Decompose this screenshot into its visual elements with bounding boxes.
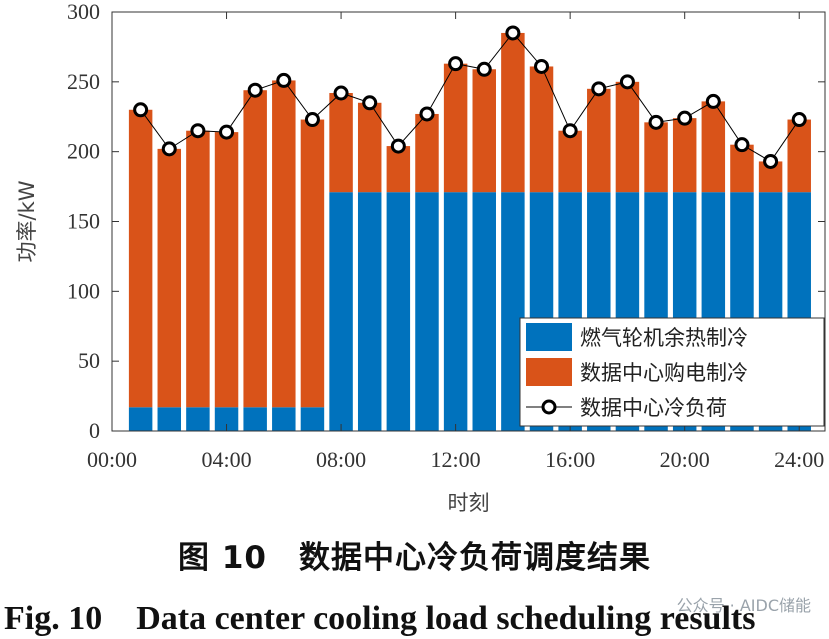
bar-grid-electric-cooling xyxy=(329,93,353,193)
bar-grid-electric-cooling xyxy=(501,32,525,193)
bar-grid-electric-cooling xyxy=(529,66,554,193)
cooling-load-marker xyxy=(333,85,349,101)
bar-grid-electric-cooling xyxy=(357,102,382,193)
cooling-load-marker xyxy=(161,141,177,157)
cooling-load-marker xyxy=(534,58,550,74)
cooling-load-marker xyxy=(419,106,435,122)
bar-gas-turbine-cooling xyxy=(214,407,239,431)
y-tick-label: 200 xyxy=(67,139,100,164)
cooling-load-marker xyxy=(247,82,263,98)
bar-grid-electric-cooling xyxy=(128,109,153,408)
x-tick-label: 08:00 xyxy=(316,447,366,472)
bar-gas-turbine-cooling xyxy=(128,407,153,431)
plot-area: 0 50 100 150 200 250 300 00:00 04:00 08:00 12:00 16… xyxy=(15,0,826,515)
x-tick-label: 24:00 xyxy=(774,447,824,472)
cooling-load-marker xyxy=(390,138,406,154)
cooling-load-marker xyxy=(619,74,635,90)
cooling-load-marker xyxy=(791,112,807,128)
y-tick-label: 0 xyxy=(89,418,100,443)
bar-grid-electric-cooling xyxy=(558,130,582,193)
cooling-load-marker xyxy=(705,93,721,109)
bar-grid-electric-cooling xyxy=(615,81,640,193)
cooling-load-line xyxy=(140,32,800,163)
watermark: 公众号 · AIDC储能 xyxy=(676,596,811,615)
bar-grid-electric-cooling xyxy=(472,69,496,193)
bar-grid-electric-cooling xyxy=(186,130,210,408)
bar-gas-turbine-cooling xyxy=(357,192,382,431)
bar-grid-electric-cooling xyxy=(701,101,726,193)
bar-gas-turbine-cooling xyxy=(157,407,182,431)
bar-grid-electric-cooling xyxy=(443,63,468,193)
y-tick-label: 250 xyxy=(67,69,100,94)
legend-grid-electric-swatch xyxy=(526,358,572,386)
y-tick-label: 300 xyxy=(67,0,100,24)
cooling-load-marker xyxy=(505,25,521,41)
legend-cooling-load-label: 数据中心冷负荷 xyxy=(580,396,727,420)
bar-gas-turbine-cooling xyxy=(415,192,439,431)
bar-gas-turbine-cooling xyxy=(243,407,267,431)
y-tick-label: 50 xyxy=(78,348,100,373)
bar-grid-electric-cooling xyxy=(672,118,697,193)
bar-gas-turbine-cooling xyxy=(300,407,325,431)
cooling-load-marker xyxy=(133,102,149,118)
bar-grid-electric-cooling xyxy=(758,161,783,193)
legend-gas-turbine-swatch xyxy=(526,323,572,351)
cooling-load-marker xyxy=(648,114,664,130)
bar-grid-electric-cooling xyxy=(214,132,239,408)
legend-cooling-load-swatch-marker xyxy=(541,399,557,415)
bar-gas-turbine-cooling xyxy=(443,192,468,431)
figure-caption-chinese: 图 10 数据中心冷负荷调度结果 xyxy=(178,540,651,576)
cooling-load-marker xyxy=(476,61,492,77)
cooling-load-marker xyxy=(219,124,235,140)
bar-grid-electric-cooling xyxy=(386,146,411,193)
bar-gas-turbine-cooling xyxy=(186,407,210,431)
bar-gas-turbine-cooling xyxy=(472,192,496,431)
bar-grid-electric-cooling xyxy=(300,119,325,408)
x-tick-label: 00:00 xyxy=(87,447,137,472)
bar-grid-electric-cooling xyxy=(243,90,267,408)
cooling-load-marker xyxy=(362,95,378,111)
cooling-load-marker xyxy=(276,72,292,88)
bar-grid-electric-cooling xyxy=(644,122,668,193)
cooling-load-marker xyxy=(763,153,779,169)
cooling-load-marker xyxy=(190,123,206,139)
legend-gas-turbine-label: 燃气轮机余热制冷 xyxy=(580,326,748,350)
y-axis-label: 功率/kW xyxy=(15,180,39,262)
cooling-load-marker xyxy=(562,123,578,139)
y-tick-label: 100 xyxy=(67,278,100,303)
cooling-load-marker xyxy=(448,56,464,72)
bar-gas-turbine-cooling xyxy=(329,192,353,431)
cooling-load-marker xyxy=(677,110,693,126)
cooling-load-marker xyxy=(304,112,320,128)
bar-gas-turbine-cooling xyxy=(386,192,411,431)
cooling-load-marker xyxy=(734,137,750,153)
x-tick-label: 04:00 xyxy=(201,447,251,472)
bar-gas-turbine-cooling xyxy=(501,192,525,431)
bar-grid-electric-cooling xyxy=(157,148,182,408)
bar-grid-electric-cooling xyxy=(787,119,811,193)
x-tick-label: 12:00 xyxy=(431,447,481,472)
x-tick-label: 16:00 xyxy=(545,447,595,472)
y-tick-label: 150 xyxy=(67,209,100,234)
bar-gas-turbine-cooling xyxy=(272,407,296,431)
bar-grid-electric-cooling xyxy=(415,113,439,193)
bar-grid-electric-cooling xyxy=(272,80,296,408)
x-axis-label: 时刻 xyxy=(448,491,490,515)
legend-grid-electric-label: 数据中心购电制冷 xyxy=(580,361,748,385)
cooling-load-marker xyxy=(591,81,607,97)
x-tick-label: 20:00 xyxy=(660,447,710,472)
bar-grid-electric-cooling xyxy=(730,144,754,193)
figure-caption-english: Fig. 10 Data center cooling load schedul… xyxy=(4,600,756,637)
bar-grid-electric-cooling xyxy=(587,88,611,193)
cooling-load-chart: 0 50 100 150 200 250 300 00:00 04:00 08:00 12:00 16… xyxy=(15,0,826,515)
